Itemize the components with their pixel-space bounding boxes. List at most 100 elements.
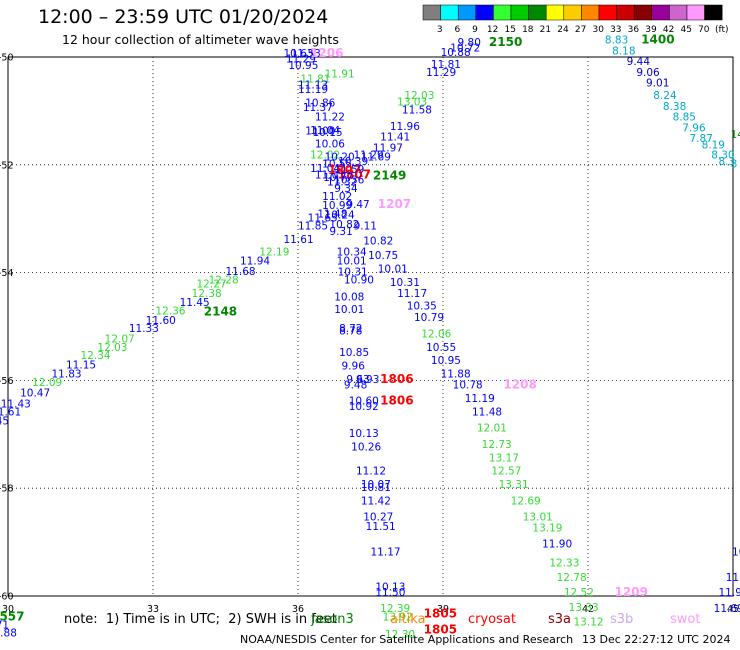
data-label-147: 1400	[641, 33, 674, 47]
data-label-87: 10.47	[20, 388, 50, 400]
grid-lines	[8, 57, 733, 596]
data-label-64: 11.60	[146, 315, 176, 327]
data-label-131: 9.88	[0, 627, 17, 639]
data-label-129: 1557	[0, 609, 24, 623]
data-label-149: 9.44	[627, 56, 651, 68]
colorbar-swatch-6	[528, 4, 547, 21]
data-label-117: 11.50	[375, 587, 405, 599]
data-label-162: 10	[732, 547, 740, 559]
x-tick-label-33: 33	[147, 604, 159, 615]
data-label-78: 11.88	[441, 369, 471, 381]
data-label-99: 12.73	[482, 439, 512, 451]
colorbar-unit: (ft)	[715, 25, 729, 35]
data-label-82: 9.93	[356, 374, 379, 386]
colorbar-swatch-7	[545, 4, 565, 21]
data-label-124: 1805	[424, 607, 457, 621]
data-label-1: 10.63	[284, 48, 314, 60]
colorbar-label-5: 18	[522, 25, 534, 35]
data-label-66: 11.33	[129, 323, 159, 335]
data-label-20: 11.01	[315, 169, 345, 181]
data-label-31: 11.02	[322, 191, 352, 203]
data-label-51: 12.28	[209, 274, 239, 286]
data-label-33: 9.47	[346, 199, 369, 211]
x-tick-label-42: 42	[582, 604, 594, 615]
data-label-114: 11.90	[542, 538, 572, 550]
legend-s3b: s3b	[610, 612, 634, 627]
legend-swot: swot	[670, 612, 701, 627]
data-label-65: 10.79	[414, 312, 444, 324]
data-label-84: 9.48	[344, 379, 367, 391]
data-label-92: 11.43	[1, 398, 31, 410]
colorbar-label-14: 45	[680, 25, 691, 35]
colorbar-swatch-14	[669, 4, 688, 21]
data-label-91: 11.19	[465, 393, 495, 405]
data-label-47: 10.75	[368, 250, 398, 262]
colorbar-label-6: 21	[540, 25, 551, 35]
data-label-8: 11.19	[298, 84, 328, 96]
data-label-88: 10.60	[349, 396, 379, 408]
data-label-74: 10.85	[339, 347, 369, 359]
data-label-25: 11.59	[334, 164, 364, 176]
data-label-157: 8.19	[702, 140, 725, 152]
data-label-113: 11.17	[371, 547, 401, 559]
data-label-58: 10.08	[334, 292, 364, 304]
y-tick-label--52: -52	[0, 160, 14, 171]
plot-frame	[7, 56, 734, 597]
x-tick-label-39: 39	[437, 604, 449, 615]
data-label-5: 1206	[310, 46, 343, 60]
data-label-71: 12.03	[97, 342, 127, 354]
data-label-57: 11.17	[397, 288, 427, 300]
data-label-2: 11.53	[291, 48, 321, 60]
y-tick-label--50: -50	[0, 53, 14, 64]
colorbar-swatch-2	[457, 4, 477, 21]
data-label-42: 11.61	[284, 234, 314, 246]
colorbar-label-10: 33	[610, 25, 621, 35]
data-label-118: 12.78	[557, 572, 587, 584]
data-label-148: 8.18	[612, 45, 635, 57]
data-label-165: 11.69	[714, 603, 740, 615]
data-label-126: 12.30	[385, 629, 415, 641]
data-label-6: 11.81	[300, 73, 330, 85]
data-label-163: 11.8	[726, 572, 740, 584]
data-label-141: 11.81	[431, 59, 461, 71]
data-label-134: 13.03	[397, 97, 427, 109]
data-label-158: 8.30	[711, 149, 734, 161]
colorbar-label-13: 42	[663, 25, 674, 35]
colorbar-label-8: 27	[575, 25, 586, 35]
plot-border	[7, 56, 734, 597]
data-label-77: 9.96	[342, 361, 366, 373]
data-label-143: 10.72	[450, 43, 480, 55]
colorbar-label-0: 3	[437, 25, 443, 35]
data-label-119: 12.52	[564, 587, 594, 599]
data-label-11: 11.22	[315, 112, 345, 124]
data-label-56: 12.38	[192, 288, 222, 300]
data-label-19: 11.04	[310, 163, 340, 175]
chart-subtitle: 12 hour collection of altimeter wave hei…	[62, 32, 339, 47]
data-label-7: 11.13	[298, 79, 328, 91]
data-label-43: 10.82	[363, 236, 393, 248]
data-label-109: 10.27	[363, 512, 393, 524]
data-label-26: 10.39	[338, 156, 368, 168]
color-legend: 3 6 9 12 15 18 21 24 27 30 33 36 39 42 45 70 (ft)	[422, 4, 729, 35]
data-label-32: 10.99	[322, 200, 352, 212]
colorbar-swatch-15	[686, 4, 705, 21]
data-label-41: 9.11	[354, 220, 377, 232]
data-label-16: 12.02	[310, 149, 340, 161]
data-label-110: 13.01	[523, 512, 553, 524]
data-labels: 10.6311.5311.2910.95120611.8111.1311.191…	[0, 33, 740, 642]
data-label-50: 10.01	[378, 264, 408, 276]
data-label-153: 8.38	[663, 101, 686, 113]
data-label-59: 11.45	[180, 297, 210, 309]
data-label-154: 8.85	[673, 112, 696, 124]
colorbar-label-9: 30	[592, 25, 604, 35]
footer-note: note: 1) Time is in UTC; 2) SWH is in fe…	[64, 612, 337, 627]
data-label-24: 10.36	[334, 175, 364, 187]
data-label-18: 10.55	[322, 158, 352, 170]
x-tick-label-45: 45	[727, 604, 739, 615]
data-label-108: 12.69	[511, 495, 541, 507]
data-label-40: 9.31	[329, 226, 352, 238]
data-label-103: 12.57	[491, 466, 521, 478]
y-tick-label--56: -56	[0, 376, 14, 387]
data-label-135: 11.58	[402, 105, 432, 117]
data-label-138: 11.97	[373, 142, 403, 154]
